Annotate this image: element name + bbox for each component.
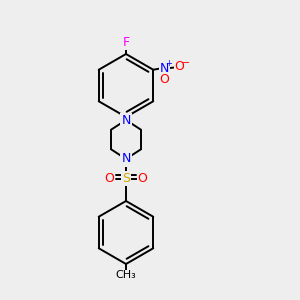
Text: CH₃: CH₃ xyxy=(116,270,136,280)
Text: O: O xyxy=(174,60,184,73)
Text: O: O xyxy=(159,73,169,86)
Text: −: − xyxy=(182,58,190,68)
Text: N: N xyxy=(121,152,131,166)
Text: O: O xyxy=(105,172,114,185)
Text: N: N xyxy=(160,62,169,75)
Text: N: N xyxy=(121,113,131,127)
Text: S: S xyxy=(122,172,130,185)
Text: +: + xyxy=(165,59,172,68)
Text: F: F xyxy=(122,36,130,49)
Text: O: O xyxy=(138,172,147,185)
